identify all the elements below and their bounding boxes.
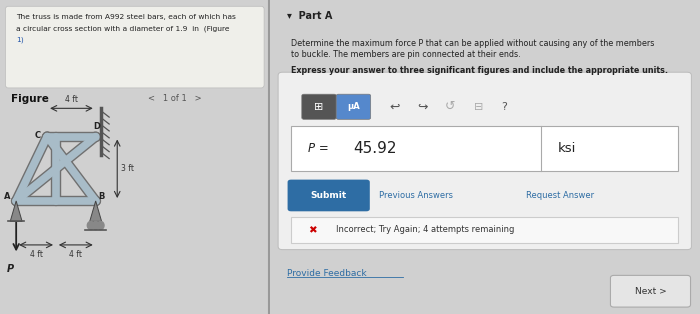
Text: ↪: ↪ bbox=[417, 100, 428, 113]
Text: ↩: ↩ bbox=[389, 100, 400, 113]
Circle shape bbox=[92, 221, 99, 230]
Text: Previous Answers: Previous Answers bbox=[379, 191, 454, 200]
Polygon shape bbox=[10, 201, 22, 221]
Text: 45.92: 45.92 bbox=[354, 141, 397, 156]
Text: Next >: Next > bbox=[635, 287, 666, 295]
Text: 3 ft: 3 ft bbox=[121, 164, 134, 173]
FancyBboxPatch shape bbox=[288, 180, 370, 211]
Text: ↺: ↺ bbox=[445, 100, 456, 113]
Text: ?: ? bbox=[501, 102, 507, 112]
Text: Figure: Figure bbox=[10, 94, 49, 104]
Text: D: D bbox=[93, 122, 100, 131]
Text: Determine the maximum force P that can be applied without causing any of the mem: Determine the maximum force P that can b… bbox=[291, 39, 654, 48]
Text: ✖: ✖ bbox=[308, 225, 317, 235]
FancyBboxPatch shape bbox=[291, 217, 678, 243]
Polygon shape bbox=[90, 201, 102, 221]
Text: Express your answer to three significant figures and include the appropriate uni: Express your answer to three significant… bbox=[291, 66, 668, 75]
Text: <   1 of 1   >: < 1 of 1 > bbox=[148, 94, 202, 103]
Text: The truss is made from A992 steel bars, each of which has: The truss is made from A992 steel bars, … bbox=[16, 14, 236, 20]
Text: A: A bbox=[4, 192, 10, 201]
Text: 1): 1) bbox=[16, 36, 24, 43]
Text: Request Answer: Request Answer bbox=[526, 191, 594, 200]
FancyBboxPatch shape bbox=[6, 6, 264, 88]
Text: μA: μA bbox=[347, 102, 360, 111]
Text: a circular cross section with a diameter of 1.9  in  (Figure: a circular cross section with a diameter… bbox=[16, 25, 230, 32]
Text: B: B bbox=[99, 192, 105, 201]
Text: 4 ft: 4 ft bbox=[65, 95, 78, 104]
FancyBboxPatch shape bbox=[610, 275, 690, 307]
FancyBboxPatch shape bbox=[291, 126, 678, 171]
FancyBboxPatch shape bbox=[336, 94, 371, 119]
Text: ksi: ksi bbox=[558, 142, 576, 155]
Text: ⊞: ⊞ bbox=[314, 102, 323, 112]
Text: Incorrect; Try Again; 4 attempts remaining: Incorrect; Try Again; 4 attempts remaini… bbox=[336, 225, 514, 234]
Text: ▾  Part A: ▾ Part A bbox=[287, 11, 332, 21]
Text: ⊟: ⊟ bbox=[474, 102, 483, 112]
Text: to buckle. The members are pin connected at their ends.: to buckle. The members are pin connected… bbox=[291, 50, 521, 59]
Text: P: P bbox=[7, 264, 14, 274]
Text: 4 ft: 4 ft bbox=[29, 250, 43, 259]
Text: 4 ft: 4 ft bbox=[69, 250, 83, 259]
FancyBboxPatch shape bbox=[302, 94, 336, 119]
Text: P =: P = bbox=[308, 142, 329, 155]
Text: Provide Feedback: Provide Feedback bbox=[287, 269, 366, 278]
Text: Submit: Submit bbox=[311, 191, 347, 200]
FancyBboxPatch shape bbox=[278, 72, 692, 250]
Circle shape bbox=[97, 221, 104, 230]
Text: C: C bbox=[35, 131, 41, 140]
Circle shape bbox=[88, 221, 94, 230]
